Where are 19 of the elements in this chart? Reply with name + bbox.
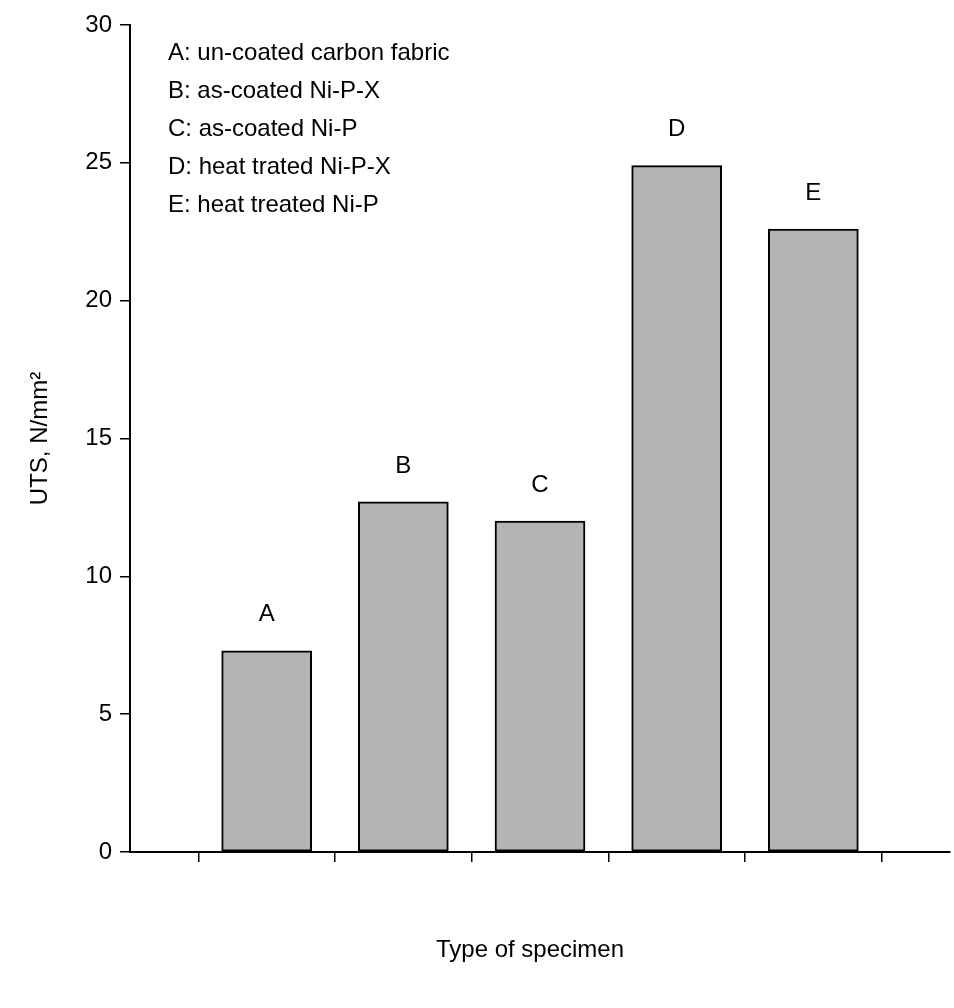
x-tick-label: A xyxy=(258,599,275,627)
x-tick-label: B xyxy=(395,450,412,478)
y-tick-label: 0 xyxy=(98,836,112,864)
annotation: C: as-coated Ni-P xyxy=(168,113,358,141)
annotation: E: heat treated Ni-P xyxy=(168,189,379,217)
y-tick-label: 25 xyxy=(85,147,112,175)
y-tick-label: 5 xyxy=(98,698,112,726)
x-tick-label: C xyxy=(531,469,549,497)
y-tick-label: 20 xyxy=(85,285,112,313)
y-tick-label: 10 xyxy=(85,560,112,588)
annotation: A: un-coated carbon fabric xyxy=(168,37,450,65)
y-tick-label: 15 xyxy=(85,423,112,451)
annotation: D: heat trated Ni-P-X xyxy=(168,151,391,179)
y-tick-label: 30 xyxy=(85,9,112,37)
x-tick-label: D xyxy=(667,114,686,142)
x-tick-label: E xyxy=(805,177,822,205)
x-axis-title: Type of specimen xyxy=(435,934,625,962)
y-axis-title: UTS, N/mm² xyxy=(24,371,52,506)
annotation: B: as-coated Ni-P-X xyxy=(168,75,381,103)
